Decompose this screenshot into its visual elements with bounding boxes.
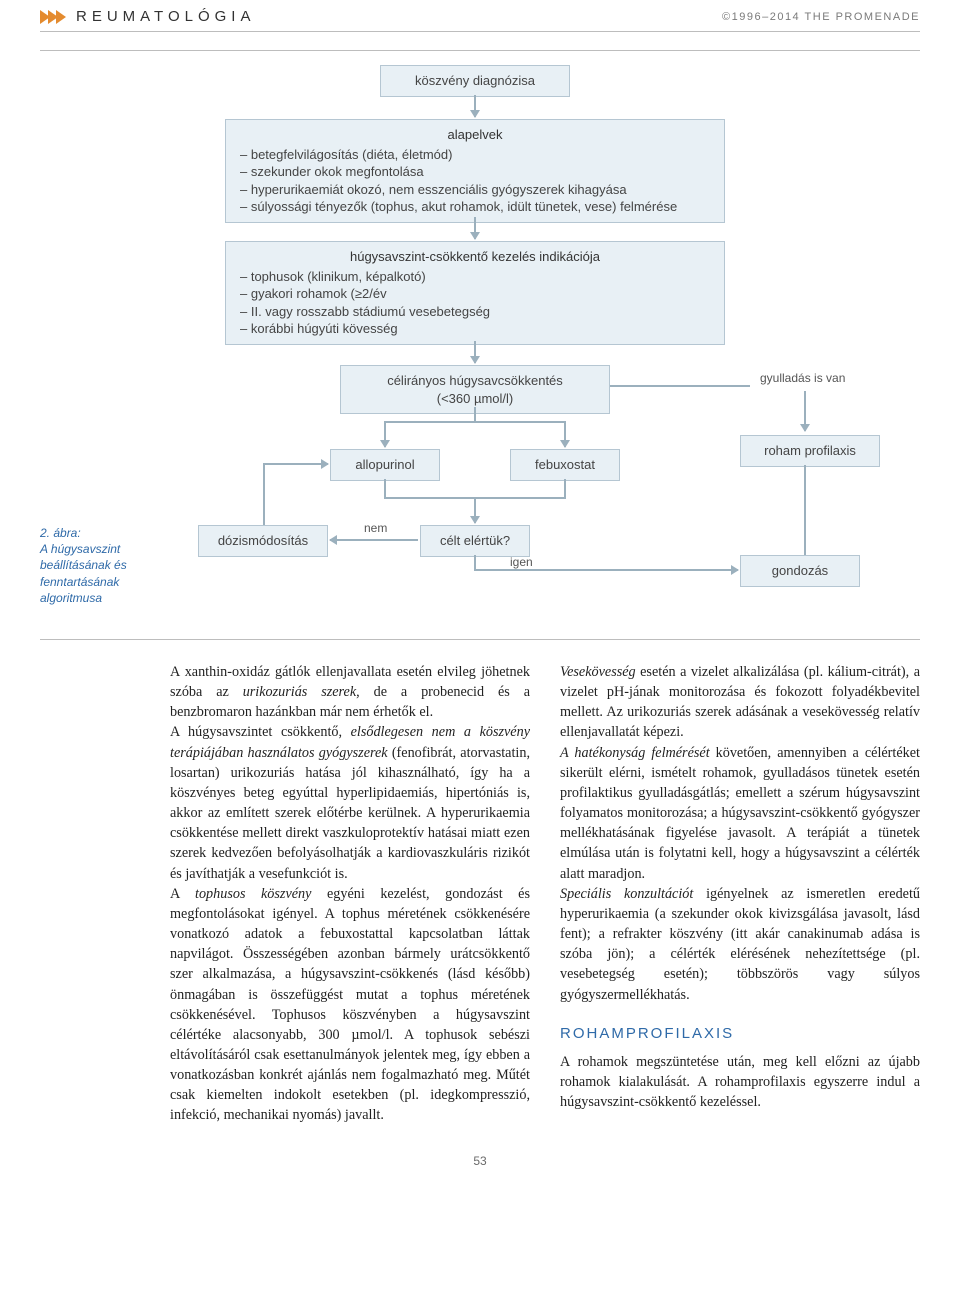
connector-line (474, 555, 476, 569)
connector-line (564, 479, 566, 497)
node-indication: húgysavszint-csökkentő kezelés indikáció… (225, 241, 725, 345)
connector-line (474, 407, 476, 421)
node-inflammation: gyulladás is van (760, 371, 845, 385)
label-yes: igen (510, 555, 533, 569)
arrow-icon (804, 391, 806, 431)
body-right-p2: A rohamok megszüntetése után, meg kell e… (560, 1052, 920, 1112)
node-prophylaxis: roham profilaxis (740, 435, 880, 467)
flowchart: 2. ábra: A húgysavszint beállításának és… (40, 65, 920, 625)
node-febuxostat: febuxostat (510, 449, 620, 481)
connector-line (384, 479, 386, 497)
connector-line (610, 385, 750, 387)
figure-caption: 2. ábra: A húgysavszint beállításának és… (40, 525, 160, 606)
node-goal-reached: célt elértük? (420, 525, 530, 557)
chevron-icon (40, 10, 64, 24)
section-heading-profilaxis: ROHAMPROFILAXIS (560, 1023, 920, 1044)
connector-line (263, 463, 265, 525)
arrow-icon (564, 421, 566, 447)
label-no: nem (364, 521, 387, 535)
arrow-icon (330, 539, 418, 541)
arrow-icon (263, 463, 328, 465)
copyright-text: ©1996–2014 THE PROMENADE (722, 11, 920, 23)
node-diagnosis: köszvény diagnózisa (380, 65, 570, 97)
arrow-icon (474, 341, 476, 363)
node-care: gondozás (740, 555, 860, 587)
figure-number: 2. ábra: (40, 526, 81, 540)
page-header: REUMATOLÓGIA ©1996–2014 THE PROMENADE (40, 0, 920, 32)
figure-caption-text: A húgysavszint beállításának és fenntart… (40, 542, 127, 605)
connector-line (384, 421, 566, 423)
body-right-p1: Vesekövesség esetén a vizelet alkalizálá… (560, 662, 920, 1005)
arrow-icon (474, 95, 476, 117)
body-left-text: A xanthin-oxidáz gátlók ellenjavallata e… (170, 662, 530, 1126)
node-dose-modification: dózismódosítás (198, 525, 328, 557)
column-right: Vesekövesség esetén a vizelet alkalizálá… (560, 662, 920, 1126)
arrow-icon (384, 421, 386, 447)
figure-2-container: 2. ábra: A húgysavszint beállításának és… (40, 50, 920, 640)
node-principles: alapelvek betegfelvilágosítás (diéta, él… (225, 119, 725, 223)
connector-line (474, 569, 724, 571)
arrow-icon (474, 497, 476, 523)
node-allopurinol: allopurinol (330, 449, 440, 481)
connector-line (804, 465, 806, 555)
body-text: A xanthin-oxidáz gátlók ellenjavallata e… (170, 662, 920, 1126)
arrow-icon (724, 569, 738, 571)
page-number: 53 (40, 1154, 920, 1168)
arrow-icon (474, 217, 476, 239)
column-left: A xanthin-oxidáz gátlók ellenjavallata e… (170, 662, 530, 1126)
section-title: REUMATOLÓGIA (76, 8, 255, 25)
